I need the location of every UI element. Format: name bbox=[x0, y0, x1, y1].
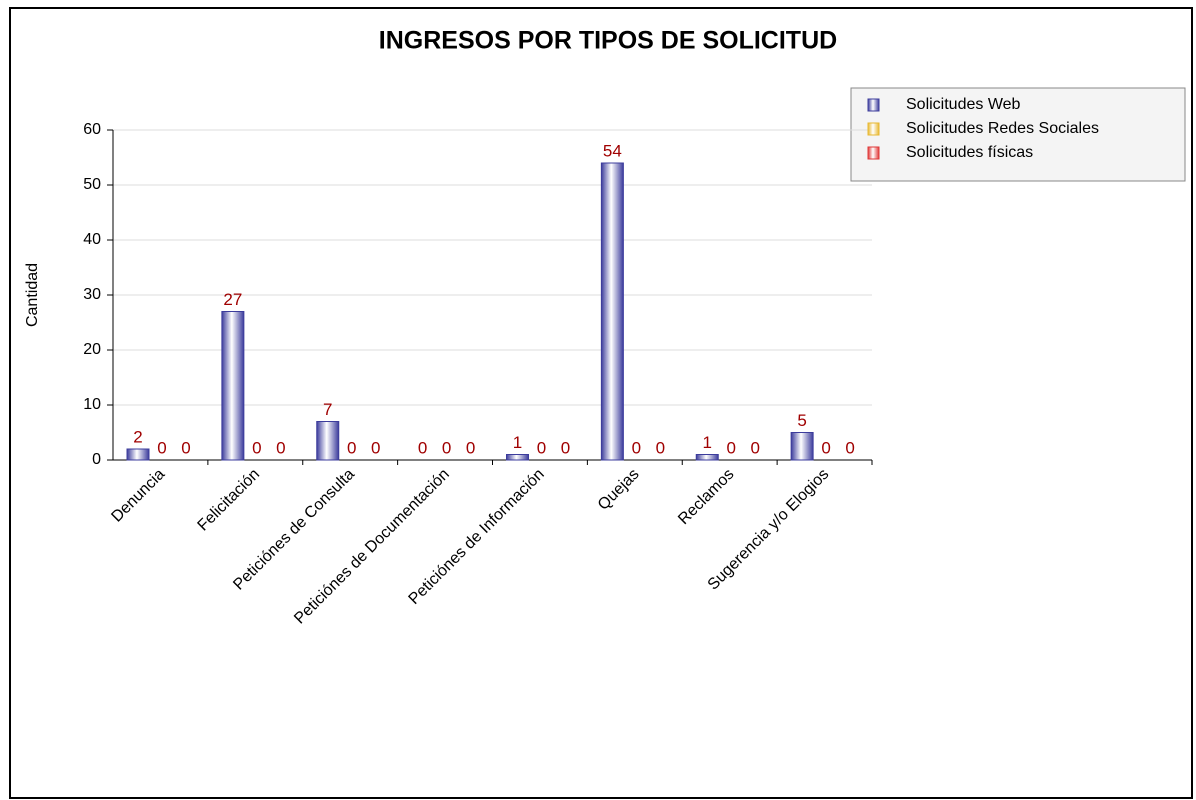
value-label: 5 bbox=[797, 411, 806, 430]
value-label: 0 bbox=[466, 438, 475, 457]
bar bbox=[695, 454, 719, 461]
y-tick-label: 20 bbox=[83, 341, 101, 358]
legend-label: Solicitudes Redes Sociales bbox=[906, 120, 1099, 137]
value-label: 0 bbox=[821, 438, 830, 457]
value-label: 1 bbox=[703, 433, 712, 452]
bar bbox=[600, 162, 624, 461]
y-tick-label: 60 bbox=[83, 121, 101, 138]
legend-swatch bbox=[867, 122, 880, 136]
value-label: 0 bbox=[418, 438, 427, 457]
value-label: 0 bbox=[276, 438, 285, 457]
value-label: 0 bbox=[751, 438, 760, 457]
bar bbox=[506, 454, 529, 461]
y-tick-label: 50 bbox=[83, 176, 101, 193]
value-label: 0 bbox=[157, 438, 166, 457]
y-tick-label: 10 bbox=[83, 396, 101, 413]
bar bbox=[221, 311, 245, 461]
y-tick-label: 40 bbox=[83, 231, 101, 248]
y-tick-label: 0 bbox=[92, 451, 101, 468]
value-label: 0 bbox=[347, 438, 356, 457]
value-label: 27 bbox=[223, 290, 242, 309]
bar bbox=[316, 421, 340, 461]
legend-box bbox=[850, 87, 1186, 182]
value-label: 54 bbox=[603, 141, 622, 160]
value-label: 0 bbox=[727, 438, 736, 457]
legend-label: Solicitudes físicas bbox=[906, 144, 1033, 161]
value-label: 0 bbox=[371, 438, 380, 457]
legend-swatch bbox=[867, 98, 880, 112]
value-label: 1 bbox=[513, 433, 522, 452]
bar bbox=[126, 448, 150, 461]
legend-label: Solicitudes Web bbox=[906, 96, 1021, 113]
value-label: 0 bbox=[442, 438, 451, 457]
value-label: 0 bbox=[656, 438, 665, 457]
value-label: 7 bbox=[323, 400, 332, 419]
chart-title: INGRESOS POR TIPOS DE SOLICITUD bbox=[379, 27, 837, 55]
y-tick-label: 30 bbox=[83, 286, 101, 303]
value-label: 0 bbox=[252, 438, 261, 457]
legend-swatch bbox=[867, 146, 880, 160]
value-label: 0 bbox=[845, 438, 854, 457]
value-label: 0 bbox=[537, 438, 546, 457]
value-label: 0 bbox=[632, 438, 641, 457]
value-label: 2 bbox=[133, 427, 142, 446]
y-axis-label: Cantidad bbox=[24, 263, 41, 327]
bar bbox=[790, 432, 814, 461]
value-label: 0 bbox=[561, 438, 570, 457]
value-label: 0 bbox=[181, 438, 190, 457]
